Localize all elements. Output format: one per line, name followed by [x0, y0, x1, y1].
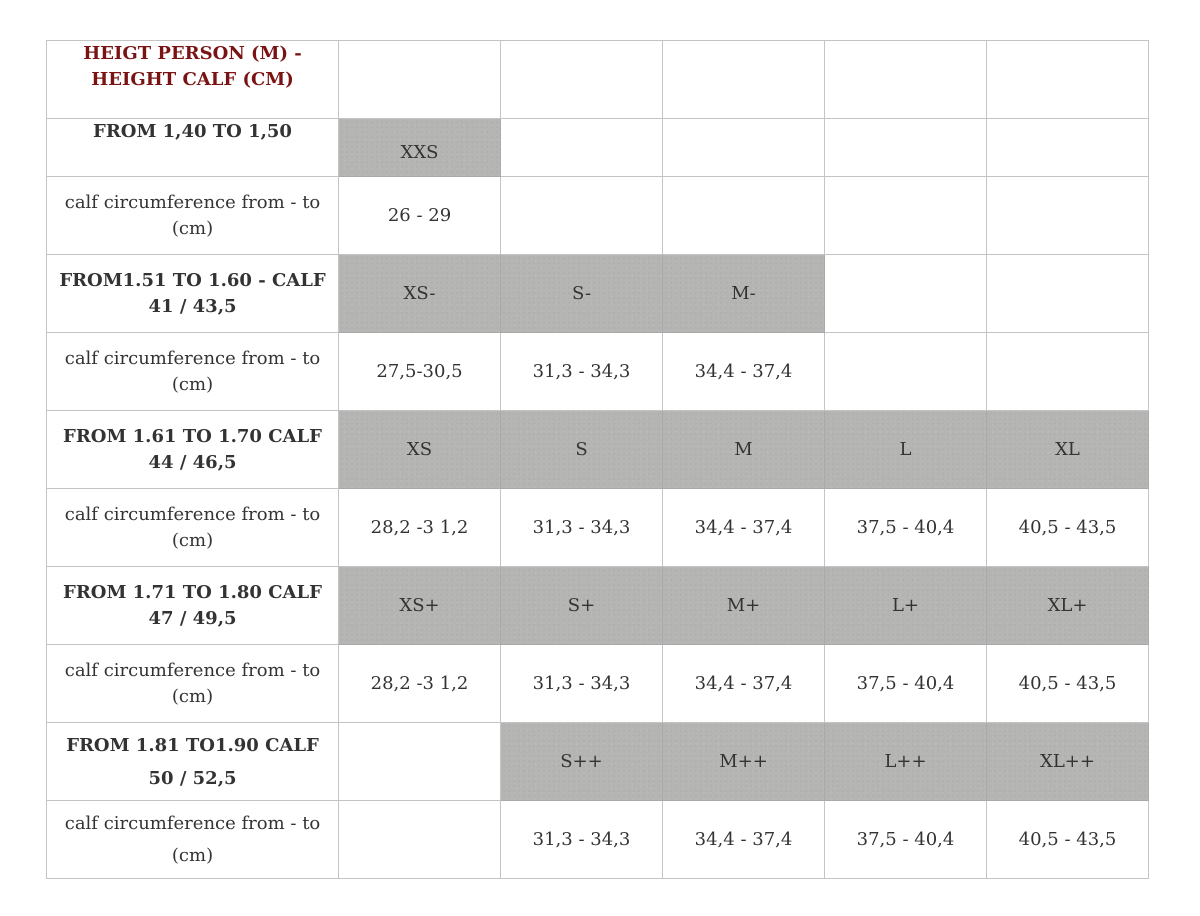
calf-value-cell: 37,5 - 40,4	[824, 644, 987, 723]
size-cell	[824, 254, 987, 333]
calf-circumference-row: calf circumference from - to (cm) 26 - 2…	[46, 176, 1149, 255]
size-cell: XS	[338, 410, 501, 489]
size-cell: M++	[662, 722, 825, 801]
table-header-row: HEIGT PERSON (M) - HEIGHT CALF (CM)	[46, 40, 1149, 119]
calf-value-cell: 26 - 29	[338, 176, 501, 255]
height-range-row: FROM 1.61 TO 1.70 CALF 44 / 46,5 XS S M …	[46, 410, 1149, 489]
calf-circumference-label: calf circumference from - to (cm)	[46, 176, 339, 255]
calf-circumference-label: calf circumference from - to (cm)	[46, 800, 339, 879]
calf-circumference-label: calf circumference from - to (cm)	[46, 644, 339, 723]
size-cell: XL++	[986, 722, 1149, 801]
calf-value-cell	[824, 176, 987, 255]
table-title: HEIGT PERSON (M) - HEIGHT CALF (CM)	[46, 40, 339, 119]
calf-value-cell	[986, 332, 1149, 411]
empty-cell	[338, 40, 501, 119]
calf-value-cell: 31,3 - 34,3	[500, 644, 663, 723]
calf-value-cell: 40,5 - 43,5	[986, 488, 1149, 567]
empty-cell	[662, 40, 825, 119]
size-cell: S	[500, 410, 663, 489]
height-range-row: FROM 1.81 TO1.90 CALF 50 / 52,5 S++ M++ …	[46, 722, 1149, 801]
calf-circumference-label: calf circumference from - to (cm)	[46, 332, 339, 411]
calf-value-cell: 34,4 - 37,4	[662, 644, 825, 723]
height-range-label: FROM 1.71 TO 1.80 CALF 47 / 49,5	[46, 566, 339, 645]
size-cell: L+	[824, 566, 987, 645]
calf-value-cell: 40,5 - 43,5	[986, 644, 1149, 723]
size-cell: L	[824, 410, 987, 489]
height-range-label: FROM 1,40 TO 1,50	[46, 118, 339, 177]
size-cell: M	[662, 410, 825, 489]
calf-circumference-row: calf circumference from - to (cm) 31,3 -…	[46, 800, 1149, 879]
height-range-label: FROM 1.61 TO 1.70 CALF 44 / 46,5	[46, 410, 339, 489]
calf-value-cell	[662, 176, 825, 255]
calf-value-cell: 31,3 - 34,3	[500, 332, 663, 411]
calf-circumference-row: calf circumference from - to (cm) 28,2 -…	[46, 644, 1149, 723]
size-cell	[662, 118, 825, 177]
size-cell: L++	[824, 722, 987, 801]
calf-value-cell: 40,5 - 43,5	[986, 800, 1149, 879]
size-cell	[500, 118, 663, 177]
height-range-row: FROM 1,40 TO 1,50 XXS	[46, 118, 1149, 177]
height-range-label: FROM1.51 TO 1.60 - CALF 41 / 43,5	[46, 254, 339, 333]
calf-circumference-label: calf circumference from - to (cm)	[46, 488, 339, 567]
height-range-row: FROM1.51 TO 1.60 - CALF 41 / 43,5 XS- S-…	[46, 254, 1149, 333]
calf-size-chart-table: HEIGT PERSON (M) - HEIGHT CALF (CM) FROM…	[46, 40, 1149, 879]
calf-value-cell: 31,3 - 34,3	[500, 800, 663, 879]
height-range-row: FROM 1.71 TO 1.80 CALF 47 / 49,5 XS+ S+ …	[46, 566, 1149, 645]
size-cell: XXS	[338, 118, 501, 177]
empty-cell	[500, 40, 663, 119]
calf-value-cell: 34,4 - 37,4	[662, 332, 825, 411]
size-cell	[986, 254, 1149, 333]
calf-value-cell	[986, 176, 1149, 255]
calf-value-cell: 28,2 -3 1,2	[338, 488, 501, 567]
size-cell: XL+	[986, 566, 1149, 645]
size-cell	[338, 722, 501, 801]
empty-cell	[824, 40, 987, 119]
calf-value-cell	[338, 800, 501, 879]
calf-circumference-row: calf circumference from - to (cm) 28,2 -…	[46, 488, 1149, 567]
height-range-label: FROM 1.81 TO1.90 CALF 50 / 52,5	[46, 722, 339, 801]
calf-value-cell: 28,2 -3 1,2	[338, 644, 501, 723]
size-cell: S++	[500, 722, 663, 801]
calf-value-cell: 34,4 - 37,4	[662, 488, 825, 567]
size-cell	[824, 118, 987, 177]
calf-value-cell: 37,5 - 40,4	[824, 488, 987, 567]
calf-value-cell: 37,5 - 40,4	[824, 800, 987, 879]
size-cell: S-	[500, 254, 663, 333]
calf-circumference-row: calf circumference from - to (cm) 27,5-3…	[46, 332, 1149, 411]
calf-value-cell: 31,3 - 34,3	[500, 488, 663, 567]
calf-value-cell	[500, 176, 663, 255]
size-cell: M+	[662, 566, 825, 645]
calf-value-cell	[824, 332, 987, 411]
size-cell: XL	[986, 410, 1149, 489]
size-cell: XS+	[338, 566, 501, 645]
calf-value-cell: 27,5-30,5	[338, 332, 501, 411]
size-cell: XS-	[338, 254, 501, 333]
empty-cell	[986, 40, 1149, 119]
size-cell: S+	[500, 566, 663, 645]
calf-value-cell: 34,4 - 37,4	[662, 800, 825, 879]
size-cell: M-	[662, 254, 825, 333]
size-cell	[986, 118, 1149, 177]
